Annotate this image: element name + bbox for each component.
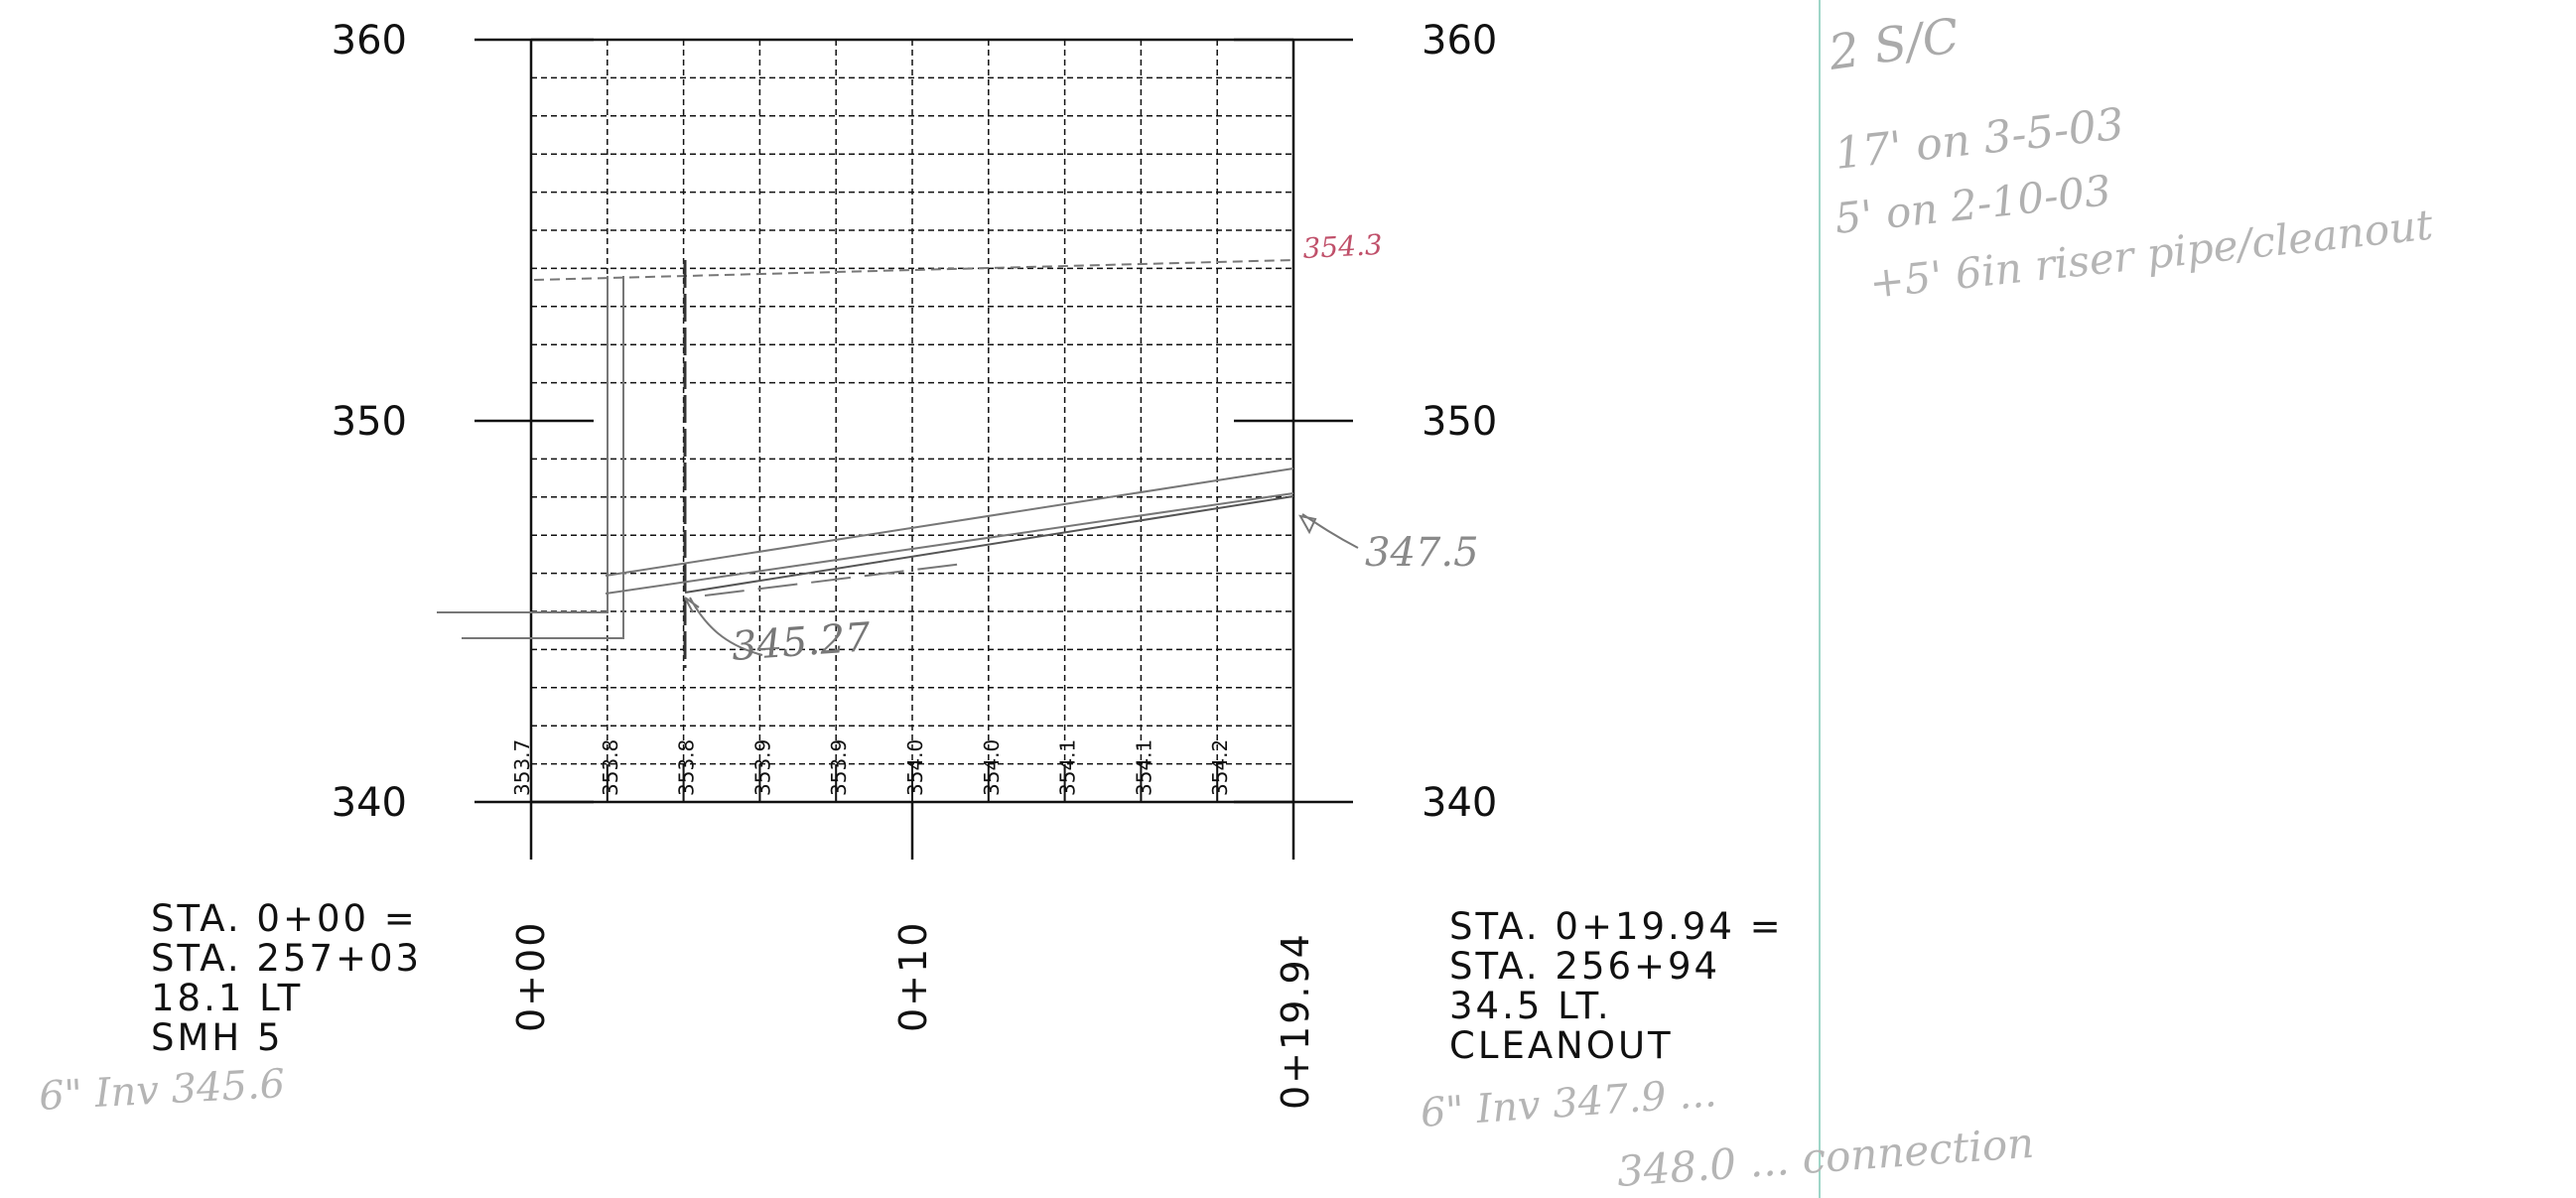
elev-label-350-left: 350 <box>332 399 407 445</box>
connection-note: 348.0 ... connection <box>1615 1119 2035 1196</box>
ground-elevation-label: 353.7 <box>510 739 534 796</box>
ground-elevation-label: 354.2 <box>1208 739 1232 796</box>
elevation-labels-right: 360 350 340 <box>1422 18 1497 826</box>
ground-elevation-label: 353.8 <box>675 739 699 796</box>
elev-label-340-left: 340 <box>332 780 407 826</box>
start-station-info: STA. 0+00 = STA. 257+03 18.1 LT SMH 5 <box>151 899 422 1058</box>
invert-mid-note: 345.27 <box>730 614 872 670</box>
elev-label-340-right: 340 <box>1422 780 1497 826</box>
note-line-2: 5' on 2-10-03 <box>1832 166 2113 243</box>
left-invert-note: 6" Inv 345.6 <box>38 1061 286 1120</box>
right-invert-note: 6" Inv 347.9 ... <box>1419 1070 1717 1136</box>
station-label-end: 0+19.94 <box>1274 932 1317 1110</box>
elev-label-360-left: 360 <box>332 18 407 64</box>
ground-elevation-label: 354.1 <box>1056 739 1080 796</box>
station-labels: 0+00 0+10 0+19.94 <box>509 921 1317 1110</box>
profile-grid <box>475 38 1353 860</box>
start-station-line-2: STA. 257+03 <box>151 937 423 980</box>
note-line-1: 17' on 3-5-03 <box>1832 99 2126 180</box>
ground-elevation-label: 354.0 <box>980 739 1004 796</box>
invert-right-note: 347.5 <box>1365 530 1479 576</box>
ground-elevation-label: 353.9 <box>750 739 774 796</box>
ground-elevation-label: 353.9 <box>827 739 851 796</box>
ground-elevation-label: 354.0 <box>903 739 927 796</box>
ground-elevation-label: 354.1 <box>1132 739 1155 796</box>
end-station-line-4: CLEANOUT <box>1449 1024 1674 1067</box>
rim-elev-note: 354.3 <box>1302 228 1384 265</box>
elevation-labels-left: 360 350 340 <box>332 18 407 826</box>
end-station-info: STA. 0+19.94 = STA. 256+94 34.5 LT. CLEA… <box>1449 907 1784 1066</box>
ground-elevation-label: 353.8 <box>599 739 622 796</box>
note-title: 2 S/C <box>1825 8 1963 81</box>
station-label-0: 0+00 <box>509 921 553 1032</box>
elev-label-360-right: 360 <box>1422 18 1497 64</box>
station-label-10: 0+10 <box>891 921 935 1032</box>
start-station-line-4: SMH 5 <box>151 1016 284 1059</box>
end-station-line-2: STA. 256+94 <box>1449 945 1721 988</box>
elev-label-350-right: 350 <box>1422 399 1497 445</box>
ground-elevation-labels: 353.7 353.8 353.8 353.9 353.9 354.0 354.0 354.1… <box>510 739 1232 796</box>
pipe-profile-sketch <box>437 259 1359 668</box>
end-station-line-1: STA. 0+19.94 = <box>1449 905 1784 948</box>
end-station-line-3: 34.5 LT. <box>1449 985 1612 1027</box>
start-station-line-1: STA. 0+00 = <box>151 897 418 940</box>
start-station-line-3: 18.1 LT <box>151 977 304 1019</box>
